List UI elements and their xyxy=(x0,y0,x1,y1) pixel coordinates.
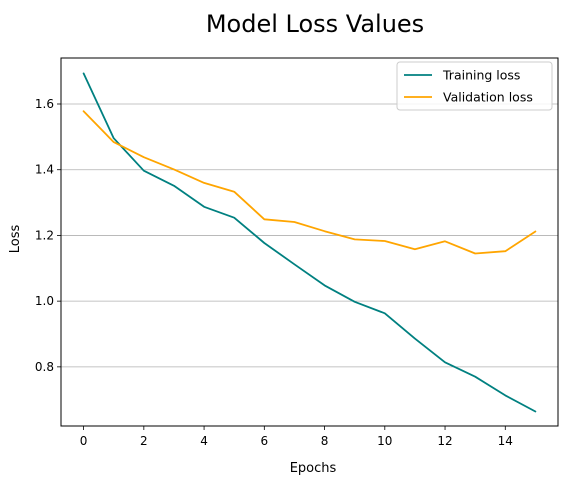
chart-title: Model Loss Values xyxy=(206,10,424,38)
y-tick-label: 1.6 xyxy=(35,97,54,111)
y-tick-label: 1.4 xyxy=(35,163,54,177)
y-tick-label: 1.2 xyxy=(35,228,54,242)
gridlines xyxy=(61,103,558,368)
x-tick-label: 10 xyxy=(377,434,392,448)
x-tick-label: 8 xyxy=(321,434,329,448)
series-lines xyxy=(82,72,537,413)
x-tick-label: 12 xyxy=(437,434,452,448)
plot-area-frame xyxy=(60,57,559,427)
legend: Training loss Validation loss xyxy=(396,61,553,111)
x-tick-label: 2 xyxy=(140,434,148,448)
series-line-validation-loss xyxy=(82,110,537,255)
y-axis-label: Loss xyxy=(8,225,23,254)
legend-label: Validation loss xyxy=(443,90,533,105)
y-tick-label: 0.8 xyxy=(35,360,54,374)
y-tick-label: 1.0 xyxy=(35,294,54,308)
axis-ticks: 0.8 1.0 1.2 1.4 1.6 0 2 4 6 8 10 12 14 xyxy=(35,97,513,448)
legend-box xyxy=(396,61,553,111)
series-line-training-loss xyxy=(82,72,537,413)
x-axis-label: Epochs xyxy=(290,461,337,476)
legend-label: Training loss xyxy=(442,68,520,83)
x-tick-label: 6 xyxy=(260,434,268,448)
x-tick-label: 4 xyxy=(200,434,208,448)
x-tick-label: 14 xyxy=(498,434,513,448)
x-tick-label: 0 xyxy=(80,434,88,448)
